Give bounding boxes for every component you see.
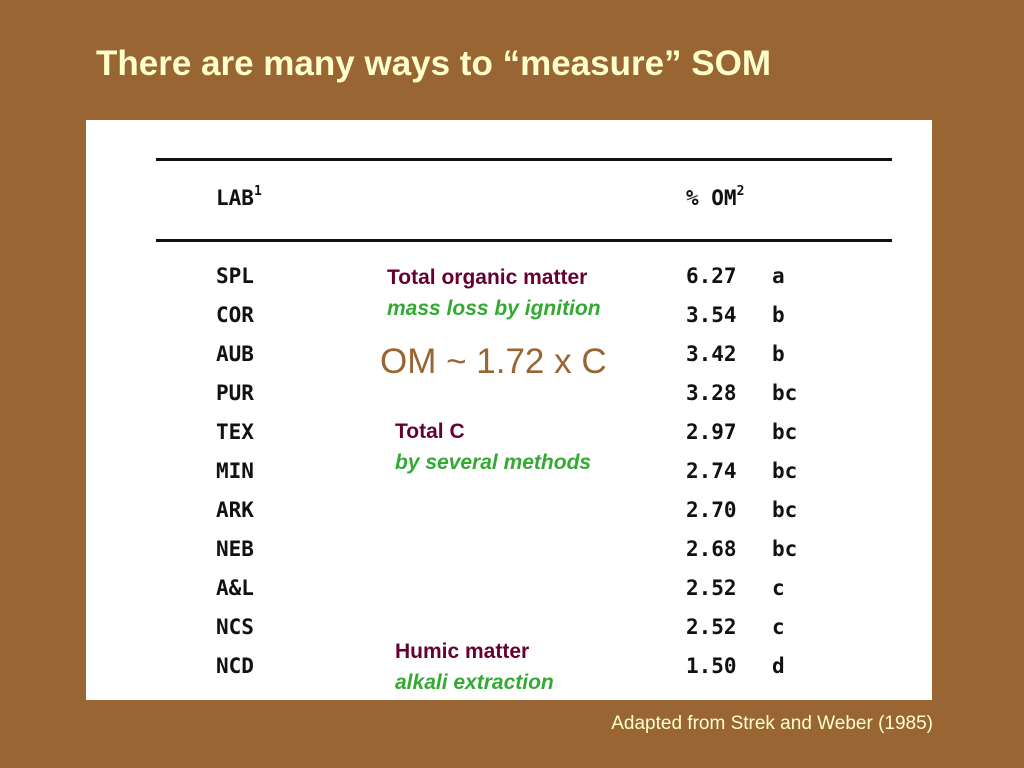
row-group: bc — [772, 381, 798, 405]
row-lab: NEB — [216, 537, 254, 561]
row-group: d — [772, 654, 785, 678]
row-lab: SPL — [216, 264, 254, 288]
row-om: 3.54 — [686, 303, 737, 327]
row-group: a — [772, 264, 785, 288]
header-lab: LAB1 — [216, 184, 262, 210]
row-om: 1.50 — [686, 654, 737, 678]
row-lab: NCS — [216, 615, 254, 639]
row-om: 2.52 — [686, 576, 737, 600]
row-lab: PUR — [216, 381, 254, 405]
row-om: 2.70 — [686, 498, 737, 522]
om-formula: OM ~ 1.72 x C — [380, 342, 607, 381]
row-om: 2.52 — [686, 615, 737, 639]
header-lab-label: LAB — [216, 186, 254, 210]
header-om: % OM2 — [686, 184, 745, 210]
row-om: 2.68 — [686, 537, 737, 561]
source-caption: Adapted from Strek and Weber (1985) — [611, 713, 933, 734]
om-table-panel: LAB1 % OM2 SPL 6.27 a COR 3.54 b AUB 3.4… — [86, 120, 932, 700]
slide-title: There are many ways to “measure” SOM — [96, 44, 771, 83]
row-lab: NCD — [216, 654, 254, 678]
row-group: bc — [772, 498, 798, 522]
humic-method: alkali extraction — [395, 671, 554, 694]
row-group: bc — [772, 420, 798, 444]
row-group: c — [772, 576, 785, 600]
header-om-label: % OM — [686, 186, 737, 210]
header-om-footnote: 2 — [736, 184, 745, 199]
humic-heading: Humic matter — [395, 640, 530, 663]
row-group: c — [772, 615, 785, 639]
row-group: bc — [772, 459, 798, 483]
row-om: 2.74 — [686, 459, 737, 483]
row-group: b — [772, 303, 785, 327]
row-lab: A&L — [216, 576, 254, 600]
row-om: 3.42 — [686, 342, 737, 366]
row-om: 2.97 — [686, 420, 737, 444]
row-om: 6.27 — [686, 264, 737, 288]
total-c-method: by several methods — [395, 451, 592, 474]
table-top-rule — [156, 158, 892, 161]
row-lab: TEX — [216, 420, 254, 444]
total-c-heading: Total C — [395, 420, 465, 443]
header-lab-footnote: 1 — [253, 184, 262, 199]
total-om-method: mass loss by ignition — [387, 297, 601, 320]
total-om-heading: Total organic matter — [387, 266, 588, 289]
row-lab: MIN — [216, 459, 254, 483]
row-om: 3.28 — [686, 381, 737, 405]
row-lab: ARK — [216, 498, 254, 522]
table-header-rule — [156, 239, 892, 242]
row-lab: AUB — [216, 342, 254, 366]
row-lab: COR — [216, 303, 254, 327]
row-group: bc — [772, 537, 798, 561]
row-group: b — [772, 342, 785, 366]
